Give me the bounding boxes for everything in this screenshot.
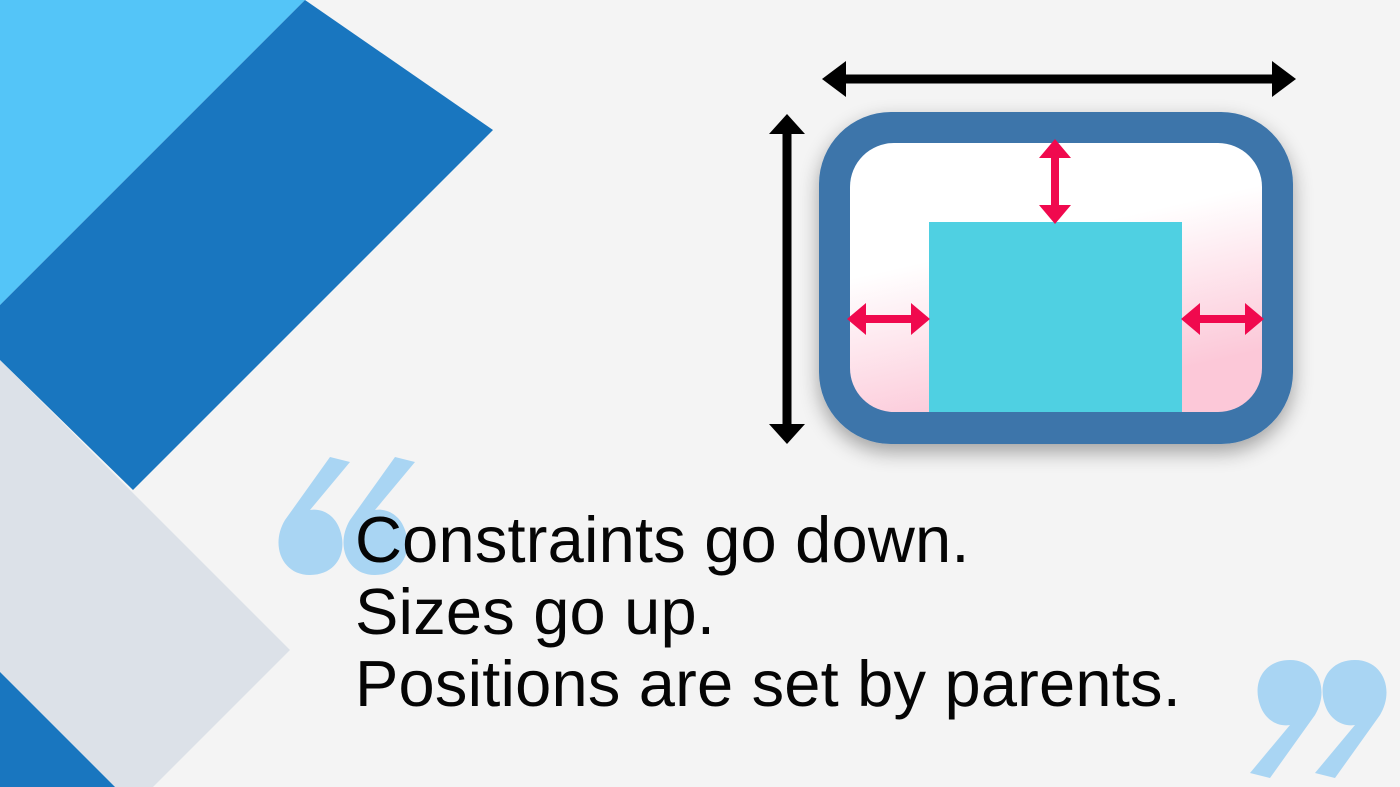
dark-blue-panel: [0, 0, 493, 490]
quote-line-sizes: Sizes go up.: [355, 575, 716, 648]
double-arrow-pink-icon: [1039, 139, 1071, 224]
quote-line-constraints: Constraints go down.: [355, 503, 970, 576]
dark-blue-bottom-panel: [0, 672, 115, 787]
quote-text: Constraints go down. Sizes go up. Positi…: [355, 504, 1181, 720]
double-arrow-vertical-icon: [769, 114, 805, 444]
close-quote-icon: [1250, 660, 1387, 778]
double-arrow-pink-icon: [1181, 303, 1264, 335]
quote-line-positions: Positions are set by parents.: [355, 647, 1181, 720]
child-box: [929, 222, 1182, 412]
double-arrow-pink-icon: [847, 303, 930, 335]
open-quote-icon: [278, 457, 415, 575]
double-arrow-horizontal-icon: [822, 61, 1296, 97]
gray-panel: [0, 360, 290, 787]
